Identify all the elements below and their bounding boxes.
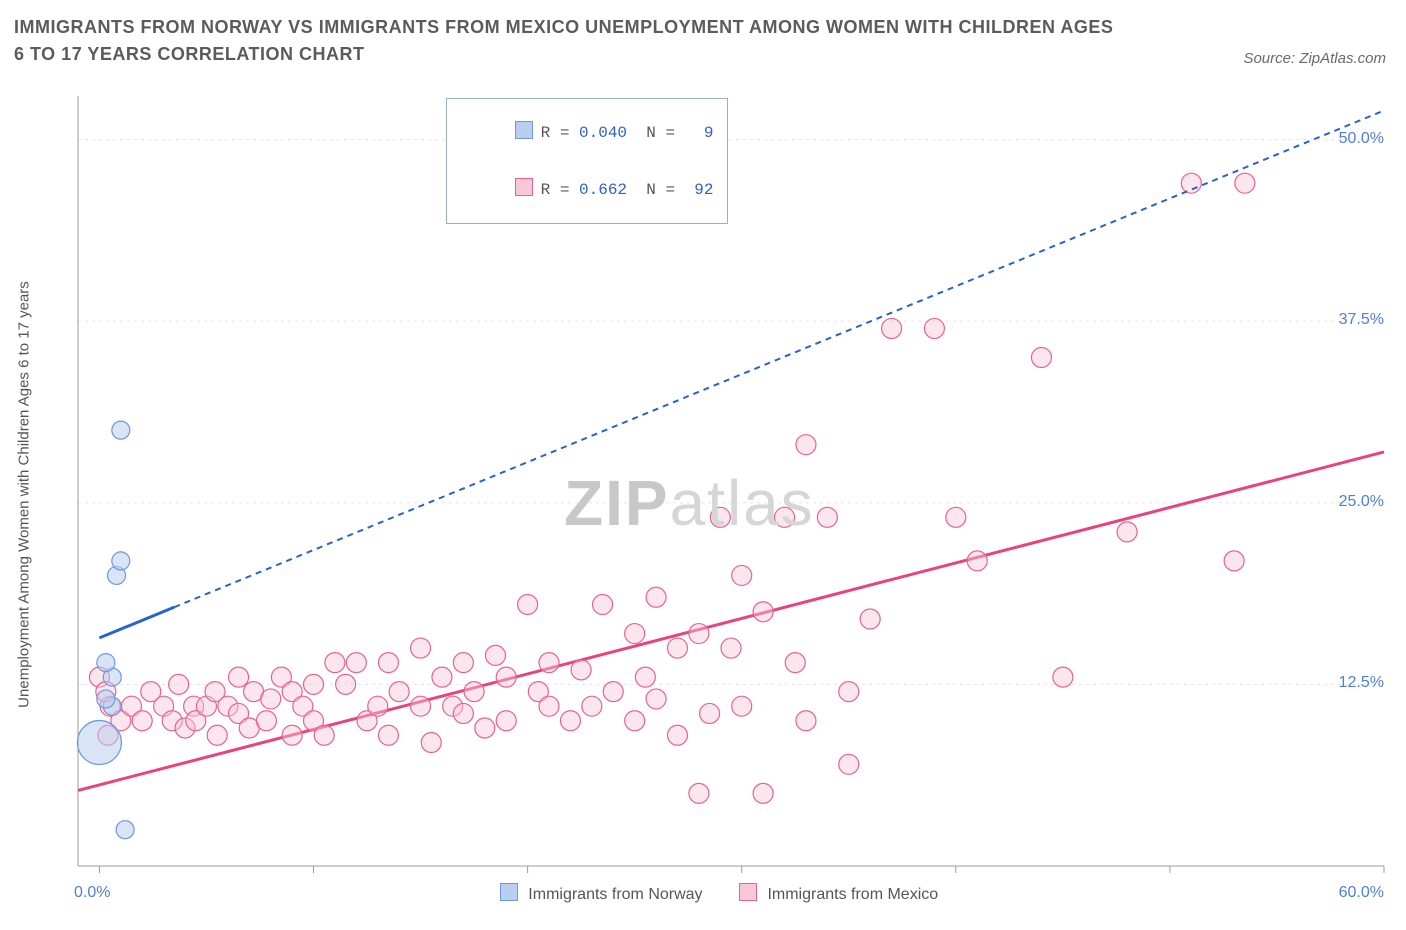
data-point (464, 682, 484, 702)
data-point (839, 682, 859, 702)
data-point (485, 645, 505, 665)
y-axis-label: Unemployment Among Women with Children A… (16, 135, 33, 855)
data-point (432, 667, 452, 687)
data-point (475, 718, 495, 738)
data-point (314, 725, 334, 745)
data-point (97, 690, 115, 708)
legend-swatch-mexico (739, 883, 757, 901)
data-point (496, 711, 516, 731)
data-point (496, 667, 516, 687)
data-point (560, 711, 580, 731)
data-point (304, 674, 324, 694)
data-point (411, 696, 431, 716)
data-point (518, 594, 538, 614)
data-point (453, 703, 473, 723)
data-point (796, 711, 816, 731)
data-point (1031, 348, 1051, 368)
data-point (967, 551, 987, 571)
data-point (946, 507, 966, 527)
legend-label-mexico: Immigrants from Mexico (767, 886, 938, 903)
data-point (732, 565, 752, 585)
data-point (646, 587, 666, 607)
data-point (582, 696, 602, 716)
data-point (839, 754, 859, 774)
data-point (721, 638, 741, 658)
data-point (593, 594, 613, 614)
legend-swatch-norway (500, 883, 518, 901)
data-point (282, 725, 302, 745)
data-point (261, 689, 281, 709)
data-point (667, 725, 687, 745)
data-point (689, 624, 709, 644)
data-point (635, 667, 655, 687)
data-point (539, 653, 559, 673)
data-point (97, 654, 115, 672)
stats-row-mexico: R = 0.662 N = 92 (457, 160, 713, 217)
data-point (378, 725, 398, 745)
data-point (753, 602, 773, 622)
data-point (732, 696, 752, 716)
y-tick: 25.0% (1339, 493, 1384, 511)
data-point (421, 733, 441, 753)
data-point (411, 638, 431, 658)
stats-row-norway: R = 0.040 N = 9 (457, 103, 713, 160)
y-tick: 37.5% (1339, 311, 1384, 329)
data-point (169, 674, 189, 694)
data-point (710, 507, 730, 527)
data-point (603, 682, 623, 702)
data-point (700, 703, 720, 723)
data-point (77, 721, 121, 765)
data-point (336, 674, 356, 694)
data-point (689, 783, 709, 803)
data-point (325, 653, 345, 673)
data-point (882, 318, 902, 338)
data-point (1181, 173, 1201, 193)
data-point (1224, 551, 1244, 571)
y-tick: 50.0% (1339, 130, 1384, 148)
legend-label-norway: Immigrants from Norway (528, 886, 702, 903)
legend-bottom: Immigrants from Norway Immigrants from M… (14, 883, 1392, 904)
data-point (346, 653, 366, 673)
data-point (368, 696, 388, 716)
data-point (1117, 522, 1137, 542)
data-point (539, 696, 559, 716)
y-tick: 12.5% (1339, 674, 1384, 692)
data-point (378, 653, 398, 673)
data-point (625, 624, 645, 644)
data-point (860, 609, 880, 629)
data-point (625, 711, 645, 731)
data-point (1235, 173, 1255, 193)
data-point (1053, 667, 1073, 687)
data-point (389, 682, 409, 702)
data-point (924, 318, 944, 338)
data-point (116, 821, 134, 839)
data-point (646, 689, 666, 709)
data-point (571, 660, 591, 680)
data-point (112, 552, 130, 570)
data-point (132, 711, 152, 731)
data-point (753, 783, 773, 803)
chart-container: Unemployment Among Women with Children A… (14, 96, 1392, 916)
data-point (256, 711, 276, 731)
data-point (453, 653, 473, 673)
data-point (207, 725, 227, 745)
data-point (817, 507, 837, 527)
data-point (785, 653, 805, 673)
data-point (112, 421, 130, 439)
data-point (796, 435, 816, 455)
data-point (775, 507, 795, 527)
data-point (667, 638, 687, 658)
data-point (229, 667, 249, 687)
stats-legend-box: R = 0.040 N = 9 R = 0.662 N = 92 (446, 98, 728, 224)
chart-title: IMMIGRANTS FROM NORWAY VS IMMIGRANTS FRO… (14, 14, 1114, 68)
source-label: Source: ZipAtlas.com (1243, 50, 1386, 67)
